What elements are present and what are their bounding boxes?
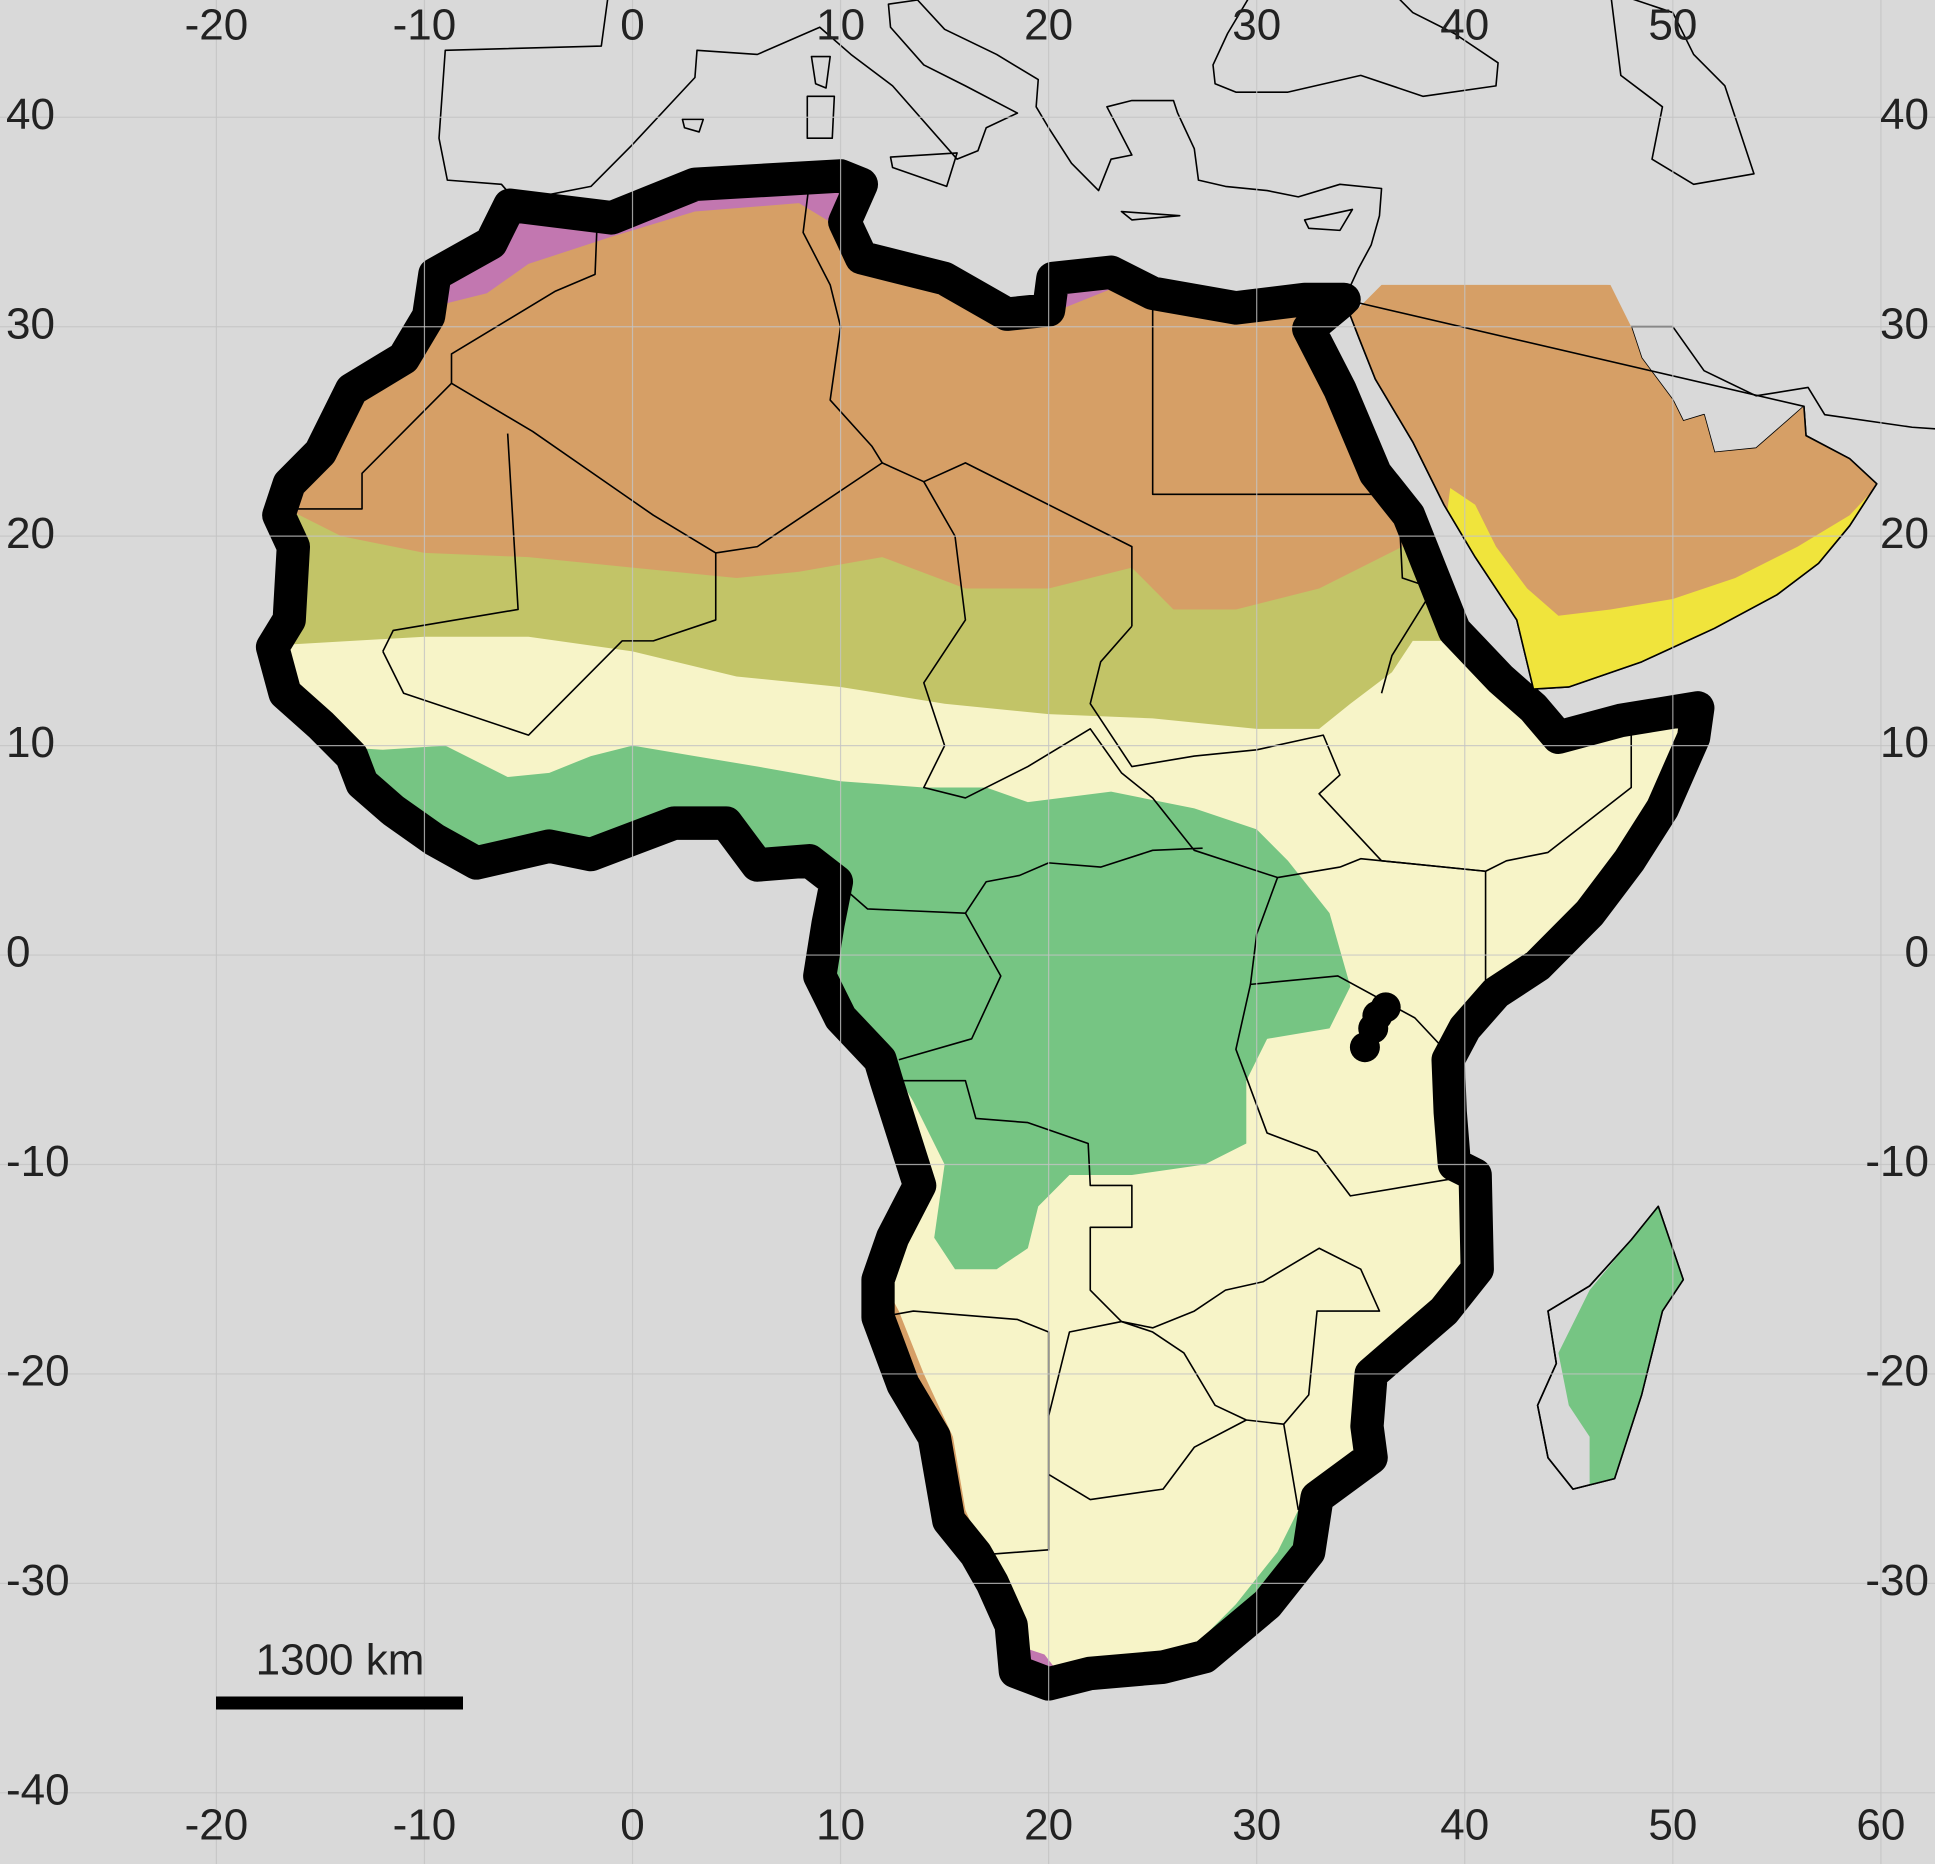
x-tick-label: 40 <box>1440 1 1489 50</box>
border <box>383 553 716 735</box>
border <box>1236 984 1475 1196</box>
y-tick-label: 20 <box>6 509 55 558</box>
border <box>452 222 598 383</box>
zone-desert <box>861 1279 999 1588</box>
y-tick-label: 40 <box>6 90 55 139</box>
island <box>1121 212 1179 220</box>
x-tick-label: 0 <box>620 1 644 50</box>
arabia-coast <box>1344 299 1877 689</box>
black-sea <box>1213 0 1498 96</box>
occurrence-points <box>1349 992 1401 1063</box>
madagascar-coast <box>1538 1206 1684 1489</box>
y-tick-label: 30 <box>1880 299 1929 348</box>
x-tick-label: 20 <box>1024 1801 1073 1850</box>
border <box>1382 494 1434 693</box>
x-tick-label: 30 <box>1232 1801 1281 1850</box>
y-tick-label: 10 <box>1880 718 1929 767</box>
y-tick-label: -10 <box>6 1137 70 1186</box>
island <box>811 57 830 88</box>
caspian-sea <box>1610 0 1754 184</box>
border <box>886 1081 1379 1510</box>
x-tick-label: -20 <box>185 1801 249 1850</box>
y-tick-label: -20 <box>6 1347 70 1396</box>
tick-labels: -20 -20 -10 -10 0 0 10 10 20 20 30 30 40 40 50 50 60 40 40… <box>6 1 1929 1850</box>
border <box>1049 1420 1247 1500</box>
y-tick-label: -30 <box>6 1556 70 1605</box>
x-tick-label: 30 <box>1232 1 1281 50</box>
island <box>807 96 834 138</box>
border <box>383 434 518 652</box>
island <box>682 119 703 132</box>
y-tick-label: 0 <box>1905 928 1929 977</box>
x-tick-label: -20 <box>185 1 249 50</box>
island <box>891 153 958 187</box>
occurrence-point <box>1349 1032 1380 1063</box>
scale-bar-label: 1300 km <box>256 1636 425 1685</box>
eurasia <box>439 0 1935 689</box>
border <box>1340 859 1486 1029</box>
y-tick-label: -20 <box>1865 1347 1929 1396</box>
x-tick-label: 10 <box>816 1 865 50</box>
x-tick-label: 60 <box>1856 1801 1905 1850</box>
border <box>279 383 1132 626</box>
border <box>836 848 1202 913</box>
border <box>1090 626 1631 871</box>
x-tick-label: 10 <box>816 1801 865 1850</box>
x-tick-label: 50 <box>1648 1801 1697 1850</box>
y-tick-label: -40 <box>6 1765 70 1814</box>
x-tick-label: 50 <box>1648 1 1697 50</box>
border <box>1049 1322 1284 1425</box>
border <box>1250 878 1448 1054</box>
border <box>1153 293 1399 494</box>
y-tick-label: 30 <box>6 299 55 348</box>
y-tick-label: 10 <box>6 718 55 767</box>
y-tick-label: -30 <box>1865 1556 1929 1605</box>
x-tick-label: 20 <box>1024 1 1073 50</box>
border <box>924 482 1340 878</box>
zone-tropical <box>1558 1206 1684 1485</box>
island <box>1305 209 1353 230</box>
x-tick-label: 40 <box>1440 1801 1489 1850</box>
y-tick-label: -10 <box>1865 1137 1929 1186</box>
x-tick-label: 0 <box>620 1801 644 1850</box>
y-tick-label: 40 <box>1880 90 1929 139</box>
y-tick-label: 20 <box>1880 509 1929 558</box>
y-tick-label: 0 <box>6 928 30 977</box>
border <box>899 913 1001 1060</box>
x-tick-label: -10 <box>393 1 457 50</box>
x-tick-label: -10 <box>393 1801 457 1850</box>
